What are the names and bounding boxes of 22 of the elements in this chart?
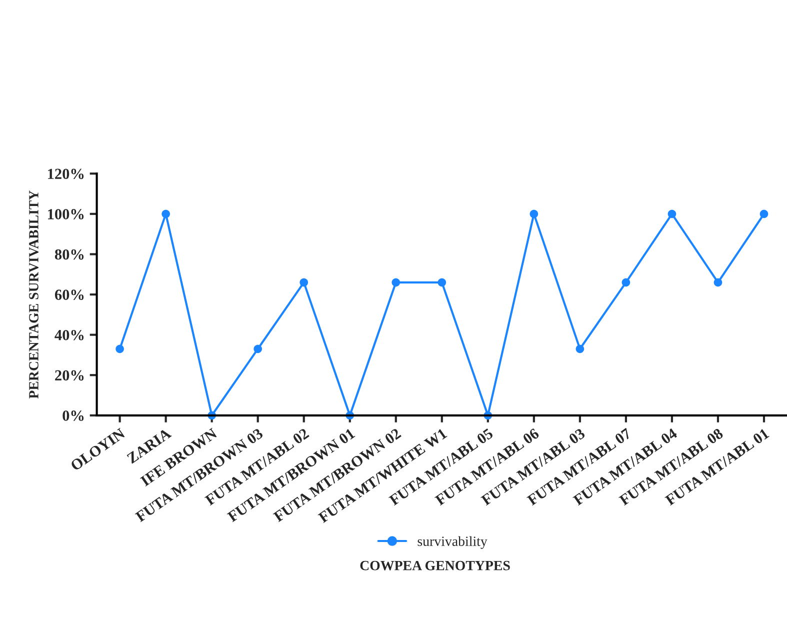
point: [622, 278, 630, 287]
y-tick-label: 0%: [62, 410, 84, 421]
point: [668, 210, 676, 218]
point: [162, 210, 170, 218]
point: [392, 278, 400, 287]
x-axis-title: COWPEA GENOTYPES: [360, 560, 510, 570]
y-axis-title: PERCENTAGE SURVIVABILITY: [29, 190, 38, 399]
point: [530, 210, 538, 218]
y-tick-label: 120%: [48, 168, 84, 180]
point: [254, 344, 262, 354]
point: [116, 344, 124, 354]
point: [714, 278, 722, 287]
legend-label: survivability: [418, 536, 488, 549]
y-tick-label: 60%: [54, 290, 84, 300]
point: [300, 278, 308, 287]
point: [760, 210, 768, 218]
point: [576, 344, 584, 354]
y-tick-label: 40%: [54, 330, 84, 340]
y-tick-label: 20%: [55, 370, 84, 381]
y-tick-label: 100%: [48, 209, 84, 220]
y-tick-label: 80%: [54, 249, 84, 260]
point: [438, 278, 446, 287]
